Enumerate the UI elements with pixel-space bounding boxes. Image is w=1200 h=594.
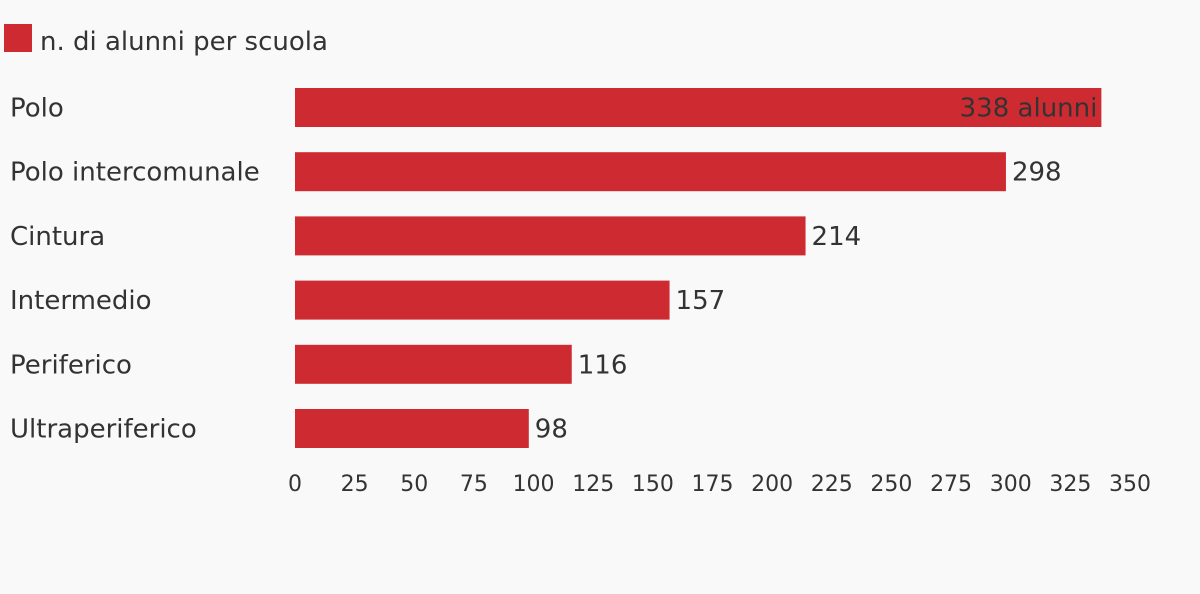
category-label: Polo intercomunale <box>10 158 260 188</box>
x-axis-ticks: 0 25 50 75 100 125 150 175 200 225 250 275 300 325 350 <box>288 472 1151 497</box>
x-tick-label: 25 <box>341 472 369 497</box>
bar <box>295 280 670 320</box>
category-label: Intermedio <box>10 286 152 316</box>
x-tick-label: 275 <box>930 472 972 497</box>
legend-label: n. di alunni per scuola <box>40 27 328 57</box>
x-tick-label: 75 <box>460 472 488 497</box>
category-label: Cintura <box>10 222 105 252</box>
x-tick-label: 175 <box>692 472 734 497</box>
bar-value-label: 157 <box>676 286 726 316</box>
legend: n. di alunni per scuola <box>4 24 328 57</box>
x-tick-label: 0 <box>288 472 302 497</box>
category-label: Ultraperiferico <box>10 415 197 445</box>
category-label: Polo <box>10 94 64 124</box>
bar-value-label: 116 <box>578 350 628 380</box>
x-tick-label: 50 <box>400 472 428 497</box>
category-labels: Polo Polo intercomunale Cintura Intermedio P… <box>10 94 260 445</box>
x-tick-label: 150 <box>632 472 674 497</box>
x-tick-label: 100 <box>513 472 555 497</box>
x-tick-label: 200 <box>751 472 793 497</box>
bar-value-label: 338 alunni <box>960 94 1098 124</box>
value-labels: 338 alunni 298 214 157 116 98 <box>535 94 1098 445</box>
x-tick-label: 125 <box>572 472 614 497</box>
bars <box>295 88 1102 448</box>
bar-value-label: 214 <box>812 222 862 252</box>
bar <box>295 152 1006 192</box>
x-tick-label: 250 <box>870 472 912 497</box>
legend-swatch <box>4 24 32 52</box>
x-tick-label: 325 <box>1049 472 1091 497</box>
bar-value-label: 298 <box>1012 158 1062 188</box>
x-tick-label: 350 <box>1109 472 1151 497</box>
category-label: Periferico <box>10 350 132 380</box>
x-tick-label: 300 <box>990 472 1032 497</box>
bar <box>295 344 572 384</box>
bar <box>295 409 529 448</box>
bar <box>295 88 1102 127</box>
bar <box>295 216 806 256</box>
bar-value-label: 98 <box>535 415 568 445</box>
x-tick-label: 225 <box>811 472 853 497</box>
